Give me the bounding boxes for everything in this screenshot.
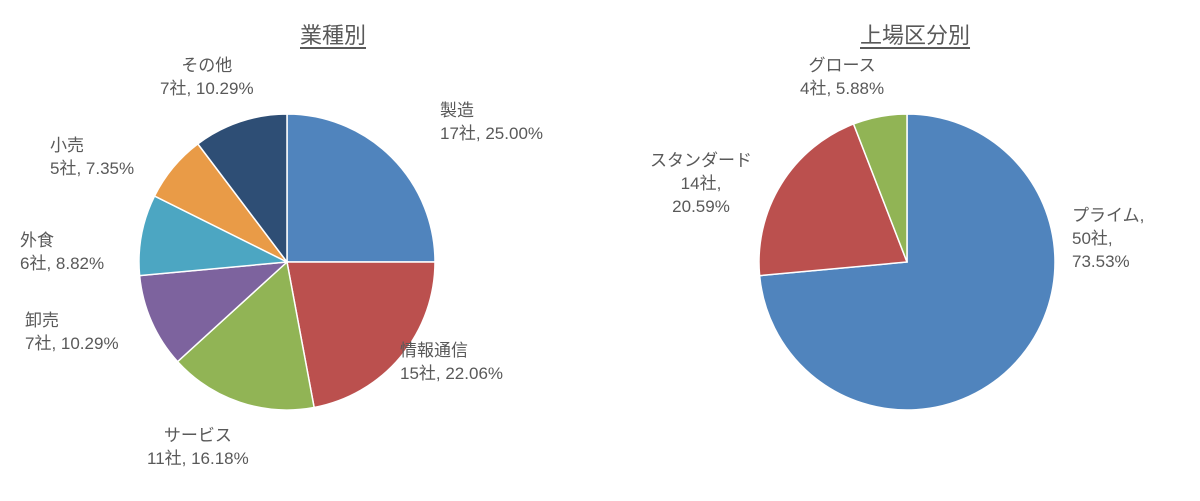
chart2-label-0: プライム, 50社, 73.53% [1072, 205, 1144, 274]
chart2-label-2-line2: 4社, 5.88% [800, 79, 884, 98]
chart1-label-0-line1: 製造 [440, 101, 474, 120]
chart1-label-5-line1: 小売 [50, 136, 84, 155]
chart2-label-0-line1: プライム, [1072, 206, 1144, 225]
page: 業種別 上場区分別 製造 17社, 25.00% 情報通信 15社, 22.06… [0, 0, 1200, 501]
chart2-label-1: スタンダード 14社, 20.59% [650, 150, 752, 219]
chart1-label-0-line2: 17社, 25.00% [440, 124, 543, 143]
chart2-label-1-line2: 14社, [681, 174, 722, 193]
chart1-label-2-line1: サービス [164, 426, 232, 445]
chart1-label-1-line1: 情報通信 [400, 341, 468, 360]
chart1-label-0: 製造 17社, 25.00% [440, 100, 543, 146]
pie-slice-製造 [287, 114, 435, 262]
chart1-label-1: 情報通信 15社, 22.06% [400, 340, 503, 386]
chart1-label-2-line2: 11社, 16.18% [147, 449, 249, 468]
chart1-label-5-line2: 5社, 7.35% [50, 159, 134, 178]
chart2-title: 上場区分別 [860, 18, 970, 50]
chart1-pie [137, 112, 437, 412]
chart2-label-0-line3: 73.53% [1072, 252, 1130, 271]
chart1-label-5: 小売 5社, 7.35% [50, 135, 134, 181]
chart2-label-0-line2: 50社, [1072, 229, 1113, 248]
chart1-label-6: その他 7社, 10.29% [160, 55, 254, 101]
chart1-label-4-line1: 外食 [20, 231, 54, 250]
chart1-label-2: サービス 11社, 16.18% [147, 425, 249, 471]
chart2-pie [757, 112, 1057, 412]
chart1-label-3: 卸売 7社, 10.29% [25, 310, 119, 356]
chart1-label-4: 外食 6社, 8.82% [20, 230, 104, 276]
chart2-label-2: グロース 4社, 5.88% [800, 55, 884, 101]
chart1-label-3-line2: 7社, 10.29% [25, 334, 119, 353]
chart2-label-1-line1: スタンダード [650, 151, 752, 170]
chart1-label-4-line2: 6社, 8.82% [20, 254, 104, 273]
chart2-label-1-line3: 20.59% [672, 197, 730, 216]
chart1-label-3-line1: 卸売 [25, 311, 59, 330]
chart1-label-6-line1: その他 [181, 56, 232, 75]
chart1-label-1-line2: 15社, 22.06% [400, 364, 503, 383]
chart2-label-2-line1: グロース [808, 56, 875, 75]
chart1-label-6-line2: 7社, 10.29% [160, 79, 254, 98]
chart1-title: 業種別 [300, 18, 366, 50]
